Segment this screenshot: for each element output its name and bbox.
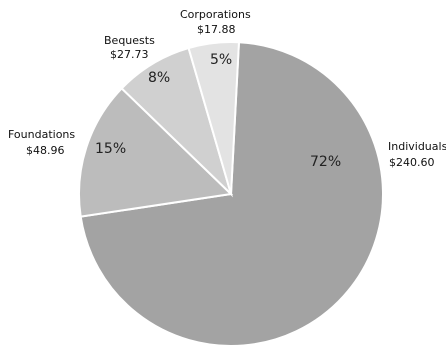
- category-label-bequests: Bequests: [104, 34, 155, 47]
- label-bequests: Bequests $27.73: [104, 34, 155, 61]
- percent-label-bequests: 8%: [148, 70, 170, 86]
- value-label-individuals: $240.60: [389, 156, 435, 169]
- value-label-corporations: $17.88: [197, 23, 236, 36]
- value-label-foundations: $48.96: [26, 144, 65, 157]
- category-label-individuals: Individuals: [388, 140, 446, 153]
- pie-slice-corporations: [187, 41, 241, 195]
- category-label-foundations: Foundations: [8, 128, 75, 141]
- percent-label-foundations: 15%: [95, 141, 126, 157]
- value-label-bequests: $27.73: [110, 48, 149, 61]
- pie-slice-foundations: [78, 86, 234, 218]
- pie-slices: [78, 41, 384, 347]
- label-individuals: Individuals $240.60: [388, 140, 446, 169]
- label-foundations: Foundations $48.96: [8, 128, 75, 157]
- percent-label-corporations: 5%: [210, 52, 232, 68]
- label-corporations: Corporations $17.88: [180, 8, 251, 36]
- category-label-corporations: Corporations: [180, 8, 251, 21]
- percent-label-individuals: 72%: [310, 154, 341, 170]
